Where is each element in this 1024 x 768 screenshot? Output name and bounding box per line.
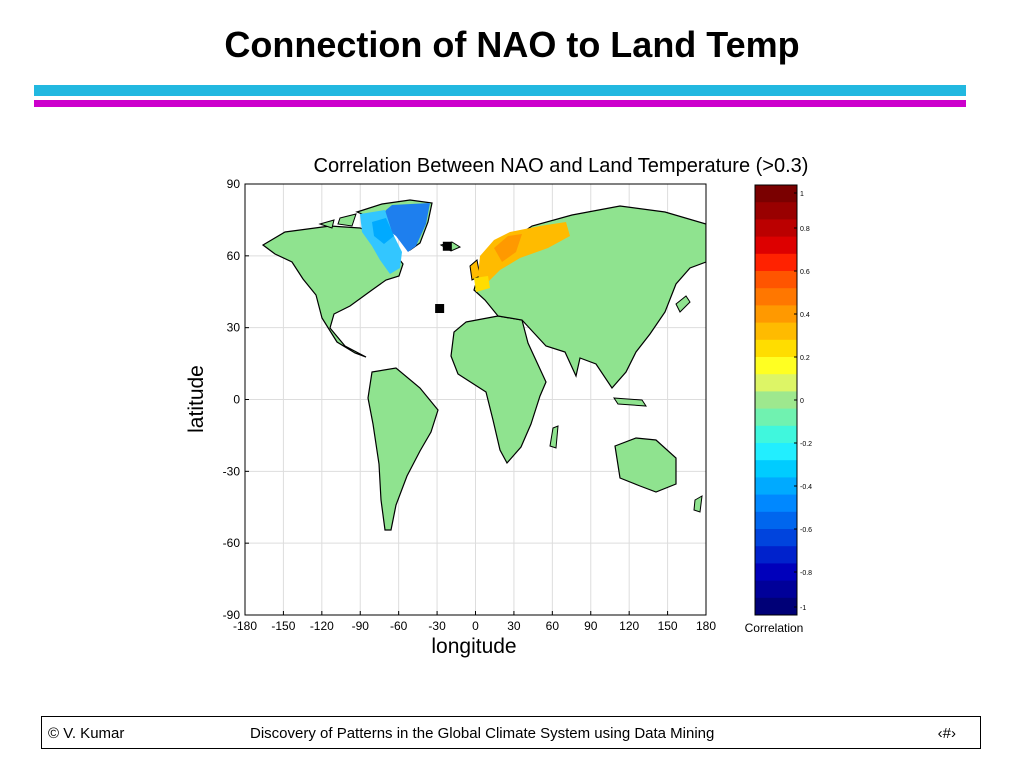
chart-title: Correlation Between NAO and Land Tempera… [314, 155, 809, 177]
colorbar-swatch [755, 408, 797, 427]
colorbar-swatch [755, 271, 797, 289]
land-japan [675, 295, 691, 313]
colorbar-swatch [755, 597, 797, 616]
colorbar-tick-label: -0.8 [800, 570, 812, 577]
y-tick-label: 30 [227, 321, 241, 335]
y-tick-label: -60 [223, 536, 241, 550]
x-tick-label: 90 [584, 619, 598, 633]
colorbar-tick-label: 0 [800, 398, 804, 405]
colorbar-swatch [755, 425, 797, 444]
colorbar-swatch [755, 185, 797, 203]
colorbar-swatch [755, 236, 797, 255]
colorbar-swatch [755, 253, 797, 272]
colorbar-swatch [755, 374, 797, 392]
x-tick-label: 0 [472, 619, 479, 633]
colorbar-swatch [755, 511, 797, 530]
marker-point [435, 304, 445, 314]
land-australia [614, 437, 677, 493]
x-tick-label: 30 [507, 619, 521, 633]
marker-point [442, 241, 452, 251]
x-tick-label: 60 [546, 619, 560, 633]
y-tick-label: 90 [227, 177, 241, 191]
land-arctic-islands [318, 213, 357, 229]
colorbar-swatch [755, 494, 797, 513]
colorbar-swatch [755, 288, 797, 306]
colorbar-tick-label: 0.6 [800, 269, 810, 276]
colorbar-tick-label: -1 [800, 605, 806, 612]
colorbar-swatch [755, 322, 797, 341]
x-tick-label: 120 [619, 619, 639, 633]
land-uk [469, 259, 481, 281]
region-negative-baffin [372, 218, 394, 244]
colorbar-swatch [755, 305, 797, 324]
land-indonesia [613, 397, 647, 407]
colorbar-tick-label: -0.4 [800, 484, 812, 491]
x-tick-label: -90 [352, 619, 370, 633]
slide-footer: © V. Kumar Discovery of Patterns in the … [41, 716, 981, 749]
colorbar-tick-label: 1 [800, 191, 804, 198]
colorbar-swatch [755, 580, 797, 599]
colorbar-tick-label: 0.8 [800, 226, 810, 233]
colorbar-swatch [755, 202, 797, 220]
x-tick-label: -180 [233, 619, 257, 633]
region-positive-scandinavia [494, 234, 522, 262]
x-tick-label: -120 [310, 619, 334, 633]
x-tick-label: 180 [696, 619, 716, 633]
x-tick-label: 150 [658, 619, 678, 633]
footer-author: © V. Kumar [48, 725, 125, 742]
region-positive-spain [474, 276, 490, 292]
x-axis-ticks: -180 -150 -120 -90 -60 -30 0 30 60 90 120 150 180 [233, 611, 716, 633]
colorbar-label: Correlation [745, 621, 804, 635]
region-positive-northern-europe [478, 222, 570, 284]
colorbar-swatch [755, 529, 797, 547]
x-axis-label: longitude [431, 635, 516, 658]
colorbar-tick-label: 0.4 [800, 312, 810, 319]
slide-title: Connection of NAO to Land Temp [224, 24, 800, 65]
land-madagascar [549, 425, 559, 449]
y-tick-label: -90 [223, 608, 241, 622]
colorbar-swatch [755, 391, 797, 410]
land-africa [450, 315, 547, 465]
y-axis-label: latitude [185, 365, 208, 433]
land-masses [261, 199, 706, 531]
y-axis-ticks: 90 60 30 0 -30 -60 -90 [223, 177, 249, 622]
x-tick-label: -60 [390, 619, 408, 633]
title-rule-cyan [34, 85, 966, 96]
colorbar-tick-label: -0.2 [800, 441, 812, 448]
colorbar-swatch [755, 339, 797, 358]
footer-title: Discovery of Patterns in the Global Clim… [250, 725, 715, 742]
colorbar-tick-label: -0.6 [800, 527, 812, 534]
colorbar-swatch [755, 443, 797, 461]
colorbar-swatch [755, 460, 797, 478]
colorbar-swatch [755, 477, 797, 496]
land-new-zealand [693, 495, 703, 513]
land-south-america [367, 367, 439, 531]
region-negative-labrador [360, 210, 402, 274]
colorbar-swatch [755, 563, 797, 582]
colorbar-swatch [755, 357, 797, 375]
colorbar-swatch [755, 546, 797, 564]
x-tick-label: -30 [428, 619, 446, 633]
x-tick-label: -150 [271, 619, 295, 633]
footer-page-number: ‹#› [937, 725, 956, 742]
title-rule-magenta [34, 100, 966, 107]
marker-points [435, 241, 452, 314]
y-tick-label: 60 [227, 249, 241, 263]
colorbar: 1 0.8 0.6 0.4 0.2 0 -0.2 -0.4 -0.6 -0.8 -1 [754, 184, 812, 616]
y-tick-label: 0 [233, 393, 240, 407]
region-negative-greenland-canada [380, 203, 430, 252]
colorbar-tick-label: 0.2 [800, 355, 810, 362]
colorbar-swatch [755, 219, 797, 238]
y-tick-label: -30 [223, 464, 241, 478]
